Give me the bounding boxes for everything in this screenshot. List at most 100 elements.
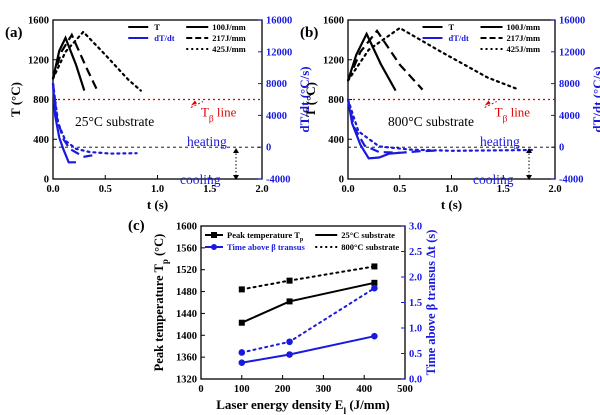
peak-temp-800C-marker xyxy=(238,286,245,293)
y2-tick-label-c: 1.0 xyxy=(409,324,422,335)
legend-label-25C: 25°C substrate xyxy=(341,230,395,240)
cooling-annotation-b: cooling xyxy=(473,172,514,187)
x-tick-label-b: 1.5 xyxy=(497,184,510,195)
legend-label-800C: 800°C substrate xyxy=(341,242,399,252)
y-tick-label-c: 1480 xyxy=(176,287,197,298)
substrate-annotation-a: 25°C substrate xyxy=(75,114,154,129)
temperature-curve-425J-mm-b xyxy=(346,26,520,91)
time-above-transus-25C-line xyxy=(241,335,375,364)
y-tick-label-c: 1440 xyxy=(176,309,197,320)
x-tick-label-b: 2.0 xyxy=(548,184,561,195)
time-above-transus-25C-marker xyxy=(286,351,293,358)
y2-tick-label-a: 12000 xyxy=(266,47,292,58)
legend-marker-time xyxy=(211,244,217,250)
time-above-transus-800C-marker xyxy=(371,284,378,292)
x-axis-label-c: Laser energy density El (J/mm) xyxy=(216,397,390,415)
y2-tick-label-c: 1.5 xyxy=(409,298,422,309)
y-tick-label-c: 1400 xyxy=(176,331,197,342)
panel-label-a: (a) xyxy=(5,25,23,41)
legend-label-e100-b: 100J/mm xyxy=(507,22,541,32)
cooling-rate-curve-217J-mm-b xyxy=(346,99,442,154)
legend-label-T-b: T xyxy=(449,22,455,32)
y2-tick-label-a: 4000 xyxy=(266,111,287,122)
y-tick-label-c: 1600 xyxy=(176,222,197,233)
y-tick-label-b: 0 xyxy=(339,175,344,186)
y-tick-label-c: 1560 xyxy=(176,243,197,254)
x-tick-label-c: 200 xyxy=(275,384,291,395)
peak-temp-800C-marker xyxy=(286,277,293,284)
peak-temp-25C-marker xyxy=(286,298,293,305)
y2-axis-label-c: Time above β transus Δt (s) xyxy=(424,230,438,376)
y-axis-label-c: Peak temperature Tp (°C) xyxy=(152,234,170,372)
x-tick-label-c: 400 xyxy=(356,384,372,395)
y2-tick-label-c: 2.0 xyxy=(409,273,422,284)
beta-line-arrowhead-b xyxy=(484,100,491,106)
y2-tick-label-c: 0.5 xyxy=(409,349,422,360)
y-tick-label-c: 1320 xyxy=(176,375,197,386)
cooling-rate-curve-100J-mm-a xyxy=(51,83,76,164)
temperature-curve-217J-mm-a xyxy=(51,32,98,91)
y2-axis-label-b: dT/dt (°C/s) xyxy=(590,66,600,132)
legend-marker-peak xyxy=(211,232,217,238)
y-tick-label-c: 1360 xyxy=(176,353,197,364)
x-axis-label-a: t (s) xyxy=(147,197,168,212)
legend-label-e425-b: 425J/mm xyxy=(507,44,541,54)
panel-label-c: (c) xyxy=(128,218,145,234)
x-axis-label-b: t (s) xyxy=(441,197,462,212)
y-tick-label-b: 1200 xyxy=(323,55,344,66)
y-tick-label-a: 800 xyxy=(33,95,49,106)
heat-cool-arrowhead-up-a xyxy=(233,148,239,153)
panel-label-b: (b) xyxy=(300,25,318,41)
heating-annotation-a: heating xyxy=(187,134,227,149)
beta-line-annotation-a: Tβ line xyxy=(201,105,237,125)
y2-tick-label-a: 16000 xyxy=(266,16,292,27)
time-above-transus-800C-marker xyxy=(286,338,293,346)
cooling-rate-curve-425J-mm-b xyxy=(346,98,536,152)
x-tick-label-c: 500 xyxy=(397,384,413,395)
legend-label-dTdt-b: dT/dt xyxy=(449,33,469,43)
y2-tick-label-b: 16000 xyxy=(559,16,585,27)
x-tick-label-b: 0.0 xyxy=(341,184,354,195)
x-tick-label-a: 1.5 xyxy=(203,184,216,195)
heat-cool-arrowhead-up-b xyxy=(526,148,532,153)
temperature-curve-425J-mm-a xyxy=(51,30,142,92)
legend-label-e217-b: 217J/mm xyxy=(507,33,541,43)
cooling-annotation-a: cooling xyxy=(180,172,221,187)
y-tick-label-a: 0 xyxy=(44,175,49,186)
peak-temp-800C-line xyxy=(240,265,376,291)
beta-line-arrowhead-a xyxy=(190,100,197,106)
y2-tick-label-c: 0.0 xyxy=(409,375,422,386)
legend-label-e217-a: 217J/mm xyxy=(212,33,246,43)
x-tick-label-c: 300 xyxy=(316,384,332,395)
time-above-transus-25C-marker xyxy=(238,359,246,366)
x-tick-label-b: 0.5 xyxy=(393,184,406,195)
x-tick-label-a: 0.0 xyxy=(46,184,59,195)
y-axis-label-a: T (°C) xyxy=(8,82,23,117)
legend-label-dTdt-a: dT/dt xyxy=(154,33,174,43)
peak-temp-25C-marker xyxy=(371,279,378,286)
x-tick-label-a: 0.5 xyxy=(99,184,112,195)
y2-tick-label-c: 2.5 xyxy=(409,247,422,258)
x-tick-label-a: 1.0 xyxy=(151,184,164,195)
legend-label-e100-a: 100J/mm xyxy=(212,22,246,32)
y2-tick-label-a: 0 xyxy=(266,143,271,154)
heat-cool-arrowhead-down-b xyxy=(526,175,532,180)
y-tick-label-b: 400 xyxy=(328,135,344,146)
heating-annotation-b: heating xyxy=(480,134,520,149)
x-tick-label-b: 1.0 xyxy=(445,184,458,195)
y2-tick-label-a: -4000 xyxy=(266,175,291,186)
temperature-curve-100J-mm-b xyxy=(346,31,397,92)
y-tick-label-a: 400 xyxy=(33,135,49,146)
y2-tick-label-b: 4000 xyxy=(559,111,580,122)
y2-tick-label-b: 0 xyxy=(559,143,564,154)
heat-cool-arrowhead-down-a xyxy=(233,175,239,180)
y2-axis-label-a: dT/dt (°C/s) xyxy=(297,66,312,132)
cooling-rate-curve-100J-mm-b xyxy=(346,99,400,160)
time-above-transus-25C-marker xyxy=(371,332,378,340)
y-tick-label-a: 1600 xyxy=(28,16,49,27)
peak-temp-25C-marker xyxy=(238,319,245,326)
x-tick-label-c: 100 xyxy=(234,384,250,395)
x-tick-label-a: 2.0 xyxy=(255,184,268,195)
y-tick-label-a: 1200 xyxy=(28,55,49,66)
legend-label-peak: Peak temperature Tp xyxy=(227,230,304,243)
